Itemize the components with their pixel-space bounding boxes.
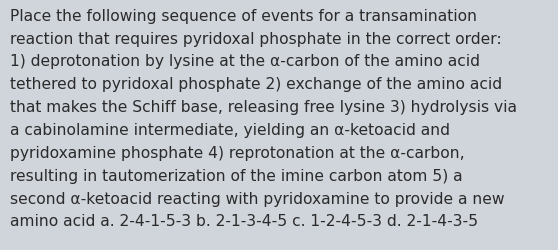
Text: pyridoxamine phosphate 4) reprotonation at the α-carbon,: pyridoxamine phosphate 4) reprotonation … xyxy=(10,145,465,160)
Text: reaction that requires pyridoxal phosphate in the correct order:: reaction that requires pyridoxal phospha… xyxy=(10,32,502,46)
Text: tethered to pyridoxal phosphate 2) exchange of the amino acid: tethered to pyridoxal phosphate 2) excha… xyxy=(10,77,502,92)
Text: Place the following sequence of events for a transamination: Place the following sequence of events f… xyxy=(10,9,477,24)
Text: second α-ketoacid reacting with pyridoxamine to provide a new: second α-ketoacid reacting with pyridoxa… xyxy=(10,191,504,206)
Text: a cabinolamine intermediate, yielding an α-ketoacid and: a cabinolamine intermediate, yielding an… xyxy=(10,122,450,138)
Text: resulting in tautomerization of the imine carbon atom 5) a: resulting in tautomerization of the imin… xyxy=(10,168,463,183)
Text: amino acid a. 2-4-1-5-3 b. 2-1-3-4-5 c. 1-2-4-5-3 d. 2-1-4-3-5: amino acid a. 2-4-1-5-3 b. 2-1-3-4-5 c. … xyxy=(10,214,478,228)
Text: that makes the Schiff base, releasing free lysine 3) hydrolysis via: that makes the Schiff base, releasing fr… xyxy=(10,100,517,115)
Text: 1) deprotonation by lysine at the α-carbon of the amino acid: 1) deprotonation by lysine at the α-carb… xyxy=(10,54,480,69)
